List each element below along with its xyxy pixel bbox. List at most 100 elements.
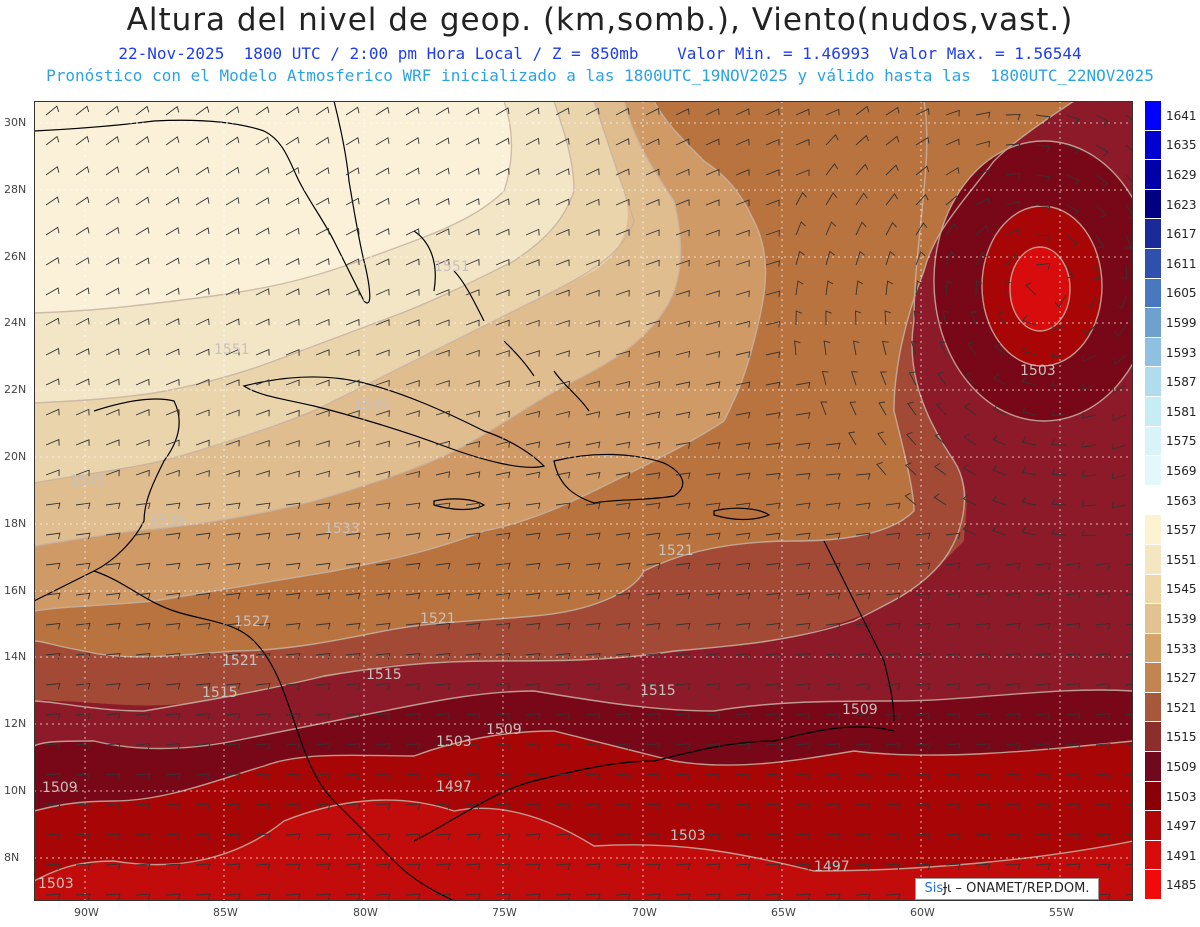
- wind-barb: [855, 192, 868, 206]
- contour-label: 1497: [814, 859, 850, 875]
- wind-barb: [992, 404, 1007, 416]
- wind-barb: [405, 319, 420, 326]
- wind-barb: [645, 259, 660, 267]
- colorbar-swatch: [1145, 160, 1161, 190]
- wind-barb: [375, 893, 391, 900]
- wind-barb: [585, 441, 601, 449]
- wind-barb: [585, 713, 601, 720]
- colorbar-label: 1503: [1166, 789, 1197, 804]
- wind-barb: [615, 803, 631, 810]
- wind-barb: [855, 473, 871, 480]
- wind-barb: [1035, 863, 1051, 870]
- wind-barb: [165, 532, 181, 540]
- wind-barb: [1081, 529, 1097, 536]
- wind-barb: [705, 622, 721, 630]
- wind-barb: [315, 167, 330, 176]
- wind-barb: [1051, 351, 1067, 358]
- wind-barb: [375, 562, 391, 570]
- wind-barb: [1021, 466, 1037, 476]
- wind-barb: [1005, 562, 1021, 570]
- wind-barb: [945, 682, 961, 690]
- wind-barb: [165, 136, 180, 146]
- wind-barb: [855, 532, 871, 540]
- wind-barb: [255, 197, 270, 206]
- colorbar-label: 1605: [1166, 286, 1197, 301]
- wind-barb: [135, 532, 151, 540]
- colorbar-swatch: [1145, 515, 1161, 545]
- wind-barb: [285, 318, 300, 326]
- wind-barb: [405, 502, 421, 510]
- wind-barb: [1051, 528, 1067, 536]
- wind-barb: [135, 409, 150, 416]
- wind-barb: [705, 773, 721, 780]
- wind-barb: [1125, 773, 1133, 776]
- wind-barb: [585, 532, 601, 540]
- wind-barb: [375, 713, 391, 720]
- wind-barb: [165, 196, 180, 206]
- shade-1551: [34, 101, 512, 313]
- wind-barb: [765, 592, 781, 600]
- wind-barb: [885, 221, 897, 236]
- wind-barb: [225, 803, 241, 810]
- wind-barb: [1081, 441, 1097, 448]
- wind-barb: [1112, 354, 1127, 365]
- wind-barb: [165, 105, 180, 116]
- wind-barb: [615, 198, 630, 206]
- wind-barb: [195, 833, 211, 840]
- wind-barb: [735, 260, 750, 267]
- wind-barb: [495, 198, 510, 206]
- colorbar-label: 1575: [1166, 434, 1197, 449]
- wind-barb: [855, 502, 871, 510]
- wind-barb: [225, 318, 240, 326]
- wind-barb: [315, 652, 331, 660]
- wind-barb: [255, 409, 270, 417]
- wind-barb: [435, 893, 451, 900]
- wind-barb: [1035, 833, 1051, 840]
- wind-barb: [996, 311, 1007, 326]
- map-frame: [34, 101, 1133, 901]
- wind-barb: [525, 682, 541, 690]
- colorbar-label: 1515: [1166, 730, 1197, 745]
- wind-barb: [495, 471, 511, 479]
- wind-barb: [225, 439, 240, 447]
- colorbar-label: 1497: [1166, 819, 1197, 834]
- coast-central-america: [93, 570, 455, 901]
- wind-barb: [75, 652, 91, 660]
- wind-barb: [1005, 803, 1021, 810]
- wind-barb: [135, 318, 150, 326]
- wind-barb: [1095, 682, 1111, 690]
- wind-barb: [855, 310, 862, 326]
- wind-barb: [375, 652, 391, 660]
- contour-label: 1503: [670, 828, 706, 844]
- wind-barb: [165, 378, 180, 386]
- colorbar-label: 1551: [1166, 552, 1197, 567]
- wind-barb: [825, 250, 835, 266]
- wind-barb: [555, 411, 571, 418]
- wind-barb: [435, 137, 450, 146]
- wind-barb: [905, 462, 917, 476]
- lat-label: 20N: [4, 450, 27, 463]
- wind-barb: [1021, 376, 1037, 386]
- wind-barb: [908, 371, 917, 386]
- wind-barb: [375, 592, 391, 600]
- wind-barb: [1054, 294, 1067, 308]
- wind-barb: [1035, 262, 1051, 270]
- wind-barb: [225, 197, 240, 206]
- wind-barb: [825, 108, 840, 116]
- wind-barb: [375, 803, 391, 810]
- wind-barb: [765, 138, 780, 146]
- wind-barb: [975, 833, 991, 840]
- wind-barb: [1081, 470, 1097, 478]
- wind-barb: [435, 562, 451, 570]
- wind-barb: [1035, 234, 1051, 242]
- lat-label: 22N: [4, 383, 27, 396]
- wind-barb: [135, 502, 151, 510]
- wind-barb: [675, 682, 691, 690]
- wind-barb: [105, 622, 121, 630]
- wind-barb: [1125, 563, 1133, 566]
- wind-barb: [735, 502, 751, 510]
- wind-barb: [465, 167, 480, 176]
- wind-barb: [525, 532, 541, 540]
- wind-barb: [904, 492, 917, 506]
- wind-barb: [795, 562, 811, 570]
